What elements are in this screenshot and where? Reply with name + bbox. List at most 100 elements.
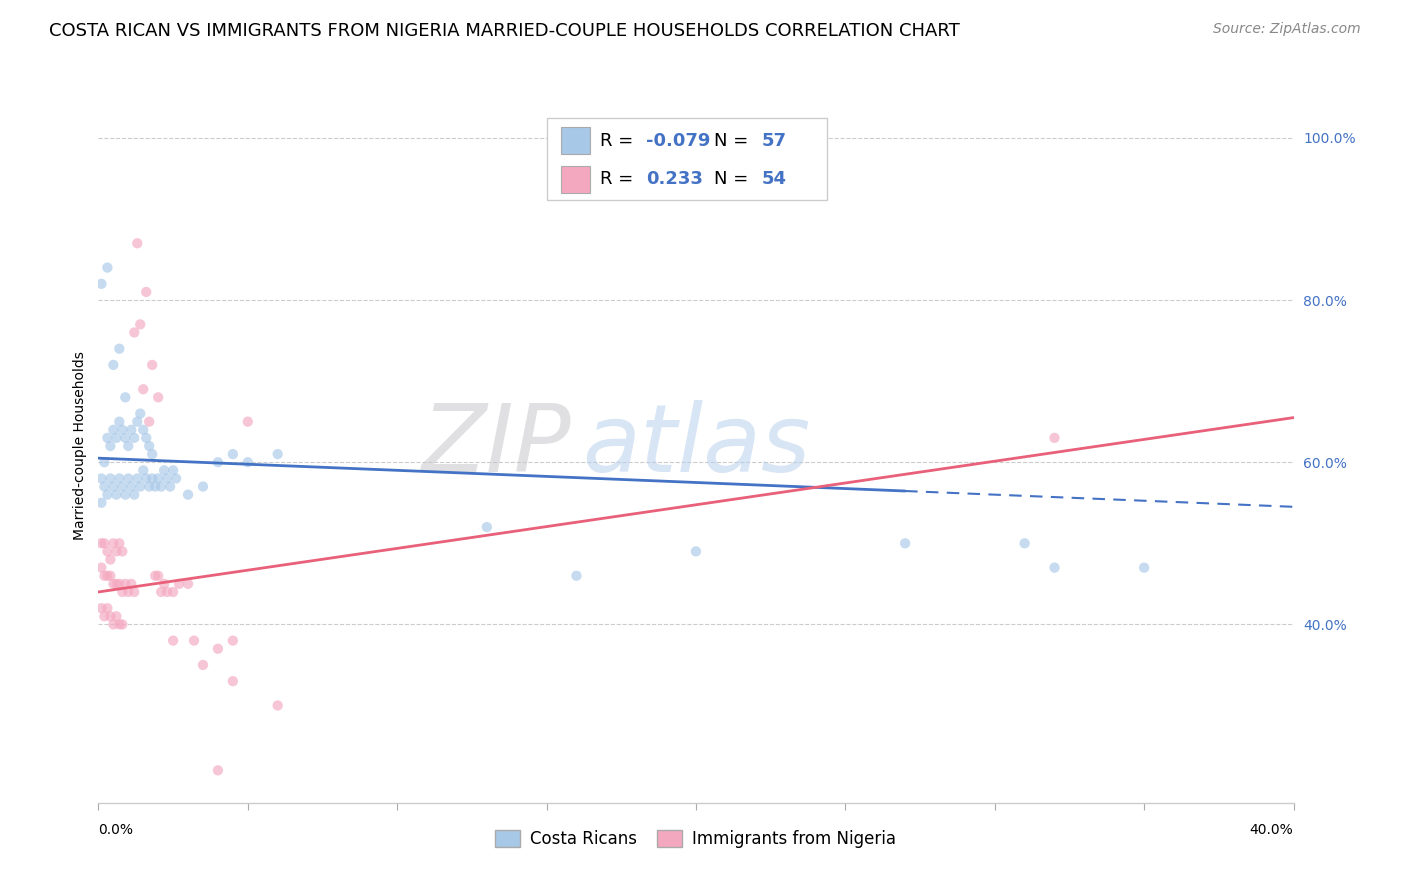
Y-axis label: Married-couple Households: Married-couple Households — [73, 351, 87, 541]
Point — [127, 415, 149, 429]
Point — [93, 609, 115, 624]
Text: atlas: atlas — [582, 401, 811, 491]
Point — [132, 463, 155, 477]
Point — [191, 657, 214, 672]
Point — [96, 568, 118, 582]
Point — [98, 552, 122, 566]
FancyBboxPatch shape — [561, 166, 589, 193]
Point — [114, 431, 136, 445]
Point — [96, 431, 118, 445]
Text: -0.079: -0.079 — [645, 132, 710, 150]
Point — [475, 520, 498, 534]
Point — [156, 471, 179, 485]
Point — [124, 488, 146, 502]
Point — [153, 861, 176, 875]
Point — [105, 544, 128, 558]
Point — [207, 641, 229, 656]
Point — [108, 577, 131, 591]
Point — [162, 633, 184, 648]
Text: 54: 54 — [762, 170, 787, 188]
Point — [124, 585, 146, 599]
Point — [124, 326, 146, 340]
Point — [177, 488, 200, 502]
Point — [98, 439, 122, 453]
Point — [111, 617, 134, 632]
Point — [90, 277, 112, 291]
Point — [236, 415, 259, 429]
Point — [165, 471, 187, 485]
Point — [207, 455, 229, 469]
Point — [103, 358, 125, 372]
Text: COSTA RICAN VS IMMIGRANTS FROM NIGERIA MARRIED-COUPLE HOUSEHOLDS CORRELATION CHA: COSTA RICAN VS IMMIGRANTS FROM NIGERIA M… — [49, 22, 960, 40]
Point — [222, 674, 245, 689]
Point — [96, 601, 118, 615]
Point — [96, 544, 118, 558]
Point — [90, 471, 112, 485]
Point — [138, 479, 160, 493]
Point — [117, 471, 139, 485]
Point — [108, 342, 131, 356]
Point — [135, 471, 157, 485]
FancyBboxPatch shape — [547, 118, 827, 200]
Point — [685, 544, 707, 558]
Point — [105, 577, 128, 591]
Point — [150, 585, 173, 599]
Point — [167, 577, 190, 591]
Point — [153, 463, 176, 477]
Point — [93, 479, 115, 493]
Point — [141, 471, 163, 485]
Point — [98, 609, 122, 624]
Point — [117, 439, 139, 453]
Point — [148, 390, 170, 404]
Point — [103, 617, 125, 632]
Point — [108, 415, 131, 429]
Point — [103, 479, 125, 493]
Point — [111, 585, 134, 599]
Point — [143, 568, 166, 582]
Legend: Costa Ricans, Immigrants from Nigeria: Costa Ricans, Immigrants from Nigeria — [489, 823, 903, 855]
Point — [105, 488, 128, 502]
Point — [1043, 431, 1066, 445]
Point — [127, 236, 149, 251]
Point — [114, 577, 136, 591]
Text: R =: R = — [600, 170, 645, 188]
Point — [96, 488, 118, 502]
Point — [153, 577, 176, 591]
Text: 0.233: 0.233 — [645, 170, 703, 188]
Point — [111, 423, 134, 437]
Point — [1043, 560, 1066, 574]
Point — [267, 698, 290, 713]
Point — [93, 536, 115, 550]
Point — [129, 318, 152, 332]
Point — [111, 479, 134, 493]
Point — [98, 568, 122, 582]
Point — [120, 577, 142, 591]
Point — [120, 423, 142, 437]
Point — [148, 471, 170, 485]
Point — [93, 568, 115, 582]
Point — [894, 536, 917, 550]
Text: 0.0%: 0.0% — [98, 823, 134, 837]
Point — [129, 479, 152, 493]
Point — [222, 633, 245, 648]
Point — [90, 560, 112, 574]
FancyBboxPatch shape — [561, 128, 589, 154]
Point — [127, 471, 149, 485]
Point — [148, 568, 170, 582]
Point — [98, 471, 122, 485]
Point — [141, 447, 163, 461]
Point — [103, 577, 125, 591]
Text: 40.0%: 40.0% — [1250, 823, 1294, 837]
Point — [1014, 536, 1036, 550]
Point — [162, 585, 184, 599]
Point — [156, 585, 179, 599]
Point — [207, 764, 229, 778]
Point — [177, 577, 200, 591]
Point — [108, 536, 131, 550]
Text: N =: N = — [714, 132, 754, 150]
Point — [114, 390, 136, 404]
Point — [96, 260, 118, 275]
Point — [124, 431, 146, 445]
Point — [135, 285, 157, 299]
Point — [135, 431, 157, 445]
